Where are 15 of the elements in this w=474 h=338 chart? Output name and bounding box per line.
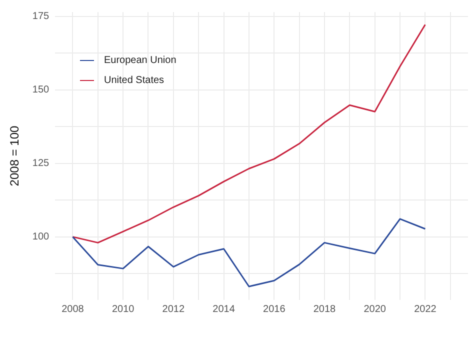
x-tick-label: 2018 xyxy=(313,304,336,315)
y-tick-label: 150 xyxy=(32,84,50,96)
legend-label: United States xyxy=(104,74,164,86)
x-tick-label: 2016 xyxy=(263,304,286,315)
x-tick-label: 2022 xyxy=(414,304,437,315)
legend-label: European Union xyxy=(104,54,176,66)
x-tick-label: 2012 xyxy=(162,304,185,315)
x-tick-label: 2010 xyxy=(112,304,135,315)
y-tick-label: 175 xyxy=(32,11,50,22)
y-tick-label: 125 xyxy=(32,158,50,170)
x-tick-label: 2020 xyxy=(364,304,386,315)
y-axis-title: 2008 = 100 xyxy=(8,125,22,186)
x-tick-label: 2014 xyxy=(212,304,236,315)
x-tick-label: 2008 xyxy=(62,304,84,315)
y-tick-label: 100 xyxy=(32,232,50,243)
